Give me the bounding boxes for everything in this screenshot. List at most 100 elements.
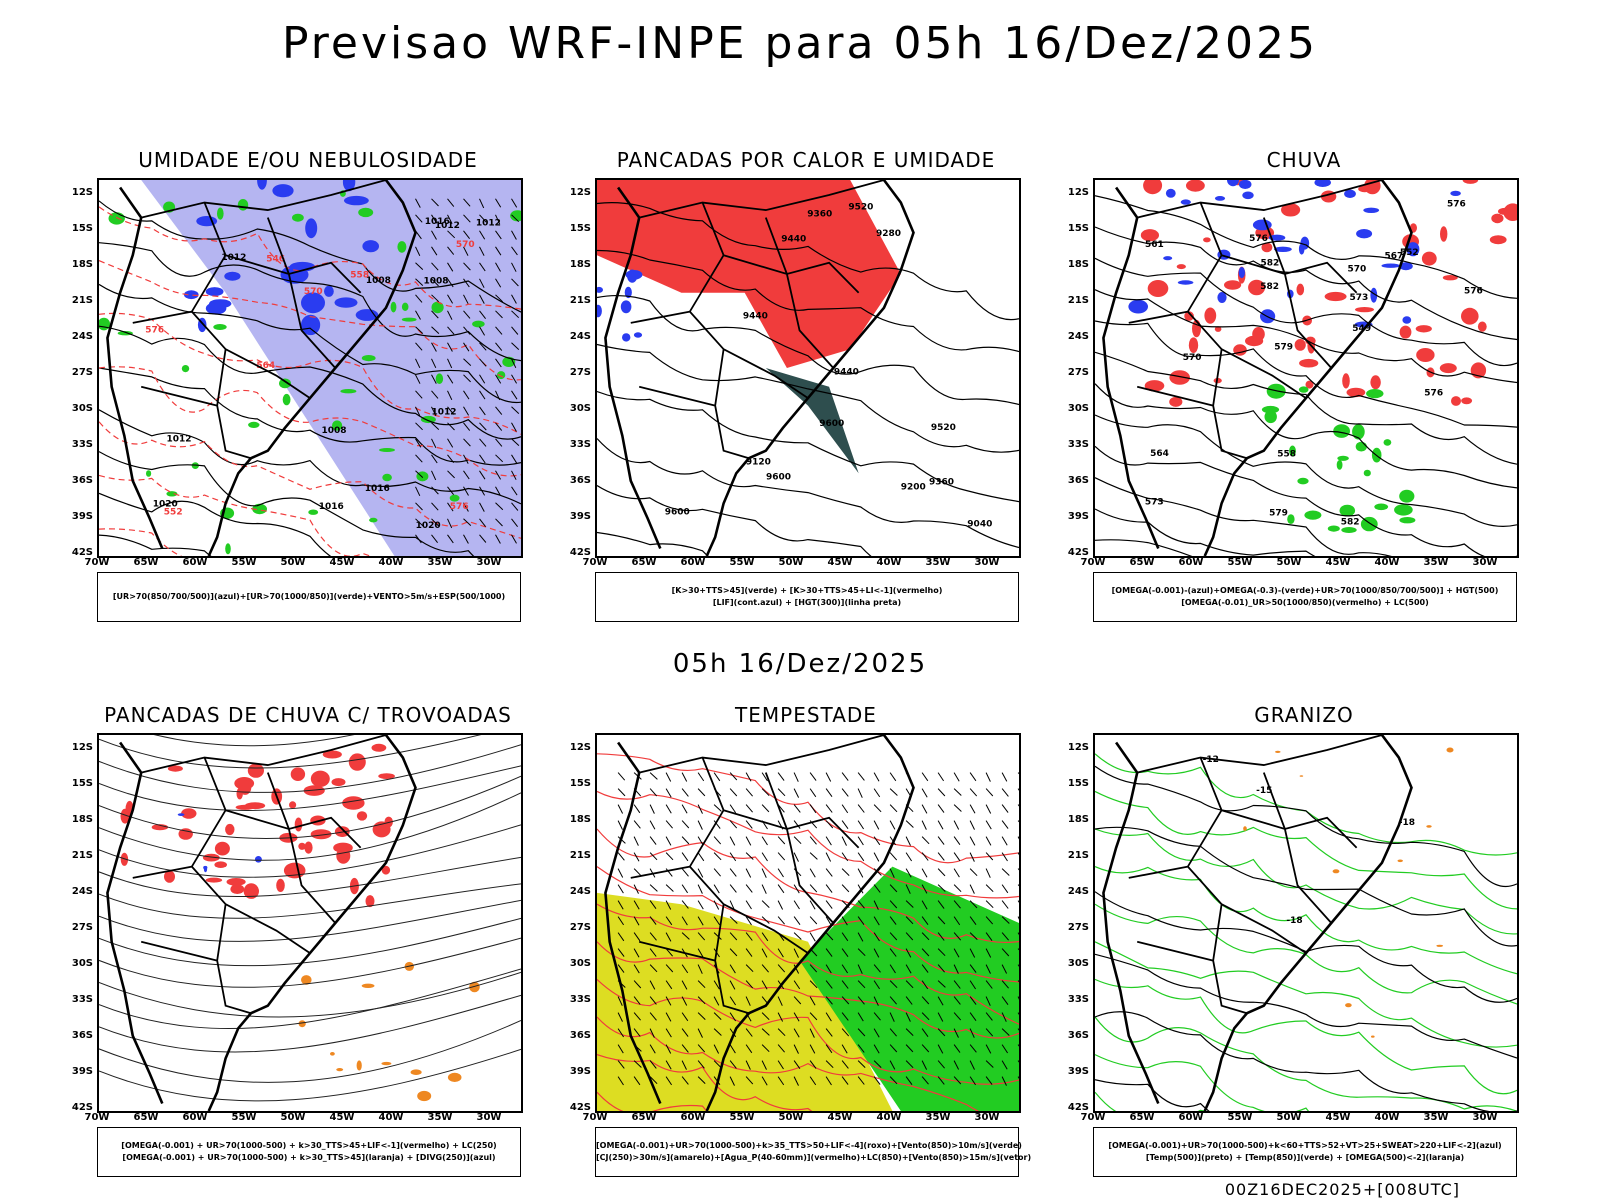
contour-label: 552 bbox=[164, 507, 183, 517]
country-borders bbox=[631, 180, 884, 458]
latitude-tick-label: 15S bbox=[1067, 223, 1089, 234]
wind-vector bbox=[729, 772, 738, 781]
wind-vector bbox=[745, 1028, 753, 1037]
shaded-area bbox=[310, 829, 332, 840]
wind-vector bbox=[665, 900, 672, 910]
wind-vector bbox=[953, 1044, 961, 1053]
wind-vector bbox=[985, 788, 994, 797]
wind-vector bbox=[617, 916, 625, 926]
wind-vector bbox=[825, 964, 832, 974]
contour-label: 582 bbox=[1261, 259, 1280, 269]
wind-vector bbox=[729, 980, 736, 990]
wind-vector bbox=[479, 230, 486, 240]
wind-vector bbox=[857, 852, 865, 862]
wind-vector bbox=[889, 1012, 895, 1022]
shaded-area bbox=[292, 213, 304, 222]
panel-title: CHUVA bbox=[1266, 148, 1342, 172]
wind-vector bbox=[809, 916, 818, 925]
latitude-tick-label: 42S bbox=[1067, 1102, 1089, 1113]
panel-legend: [OMEGA(-0.001)+UR>70(1000-500)+k>35_TTS>… bbox=[595, 1127, 1031, 1177]
wind-vector bbox=[681, 1028, 689, 1037]
wind-vector bbox=[617, 996, 623, 1006]
country-borders bbox=[1129, 735, 1382, 1013]
wind-vector bbox=[431, 438, 437, 449]
wind-vector bbox=[841, 1028, 850, 1037]
wind-vector bbox=[921, 996, 930, 1005]
wind-vector bbox=[617, 1060, 625, 1069]
wind-vector bbox=[953, 964, 959, 974]
wind-vector bbox=[463, 230, 470, 240]
wind-vector bbox=[447, 486, 454, 496]
shaded-area bbox=[301, 292, 325, 314]
wind-vector bbox=[697, 1076, 706, 1084]
country-borders bbox=[1129, 180, 1382, 458]
shaded-area bbox=[324, 285, 334, 297]
wind-vector bbox=[511, 310, 520, 319]
wind-vector bbox=[905, 820, 914, 828]
wind850-area bbox=[799, 866, 1019, 1111]
contour-label: 9360 bbox=[807, 210, 832, 220]
legend-text: [OMEGA(-0.001)+UR>70(1000-500)+k<60+TTS>… bbox=[1108, 1141, 1502, 1150]
wind-vector bbox=[1017, 820, 1019, 823]
contour-label: -18 bbox=[1399, 818, 1415, 828]
wind-vector bbox=[495, 342, 503, 351]
legend-text: [OMEGA(-0.001) + UR>70(1000-500) + k>30_… bbox=[122, 1153, 496, 1162]
longitude-tick-label: 35W bbox=[427, 1112, 453, 1123]
streamline bbox=[99, 994, 521, 1053]
shaded-area bbox=[336, 1068, 344, 1072]
wind-vector bbox=[665, 852, 674, 861]
contour-line bbox=[99, 260, 521, 381]
wind-vector bbox=[745, 1044, 753, 1054]
contour-label: 9040 bbox=[967, 520, 992, 530]
wind-vector bbox=[985, 820, 992, 830]
wind-vector bbox=[511, 214, 520, 223]
wind-vector bbox=[745, 772, 752, 782]
shaded-area bbox=[252, 503, 267, 515]
wind-vector bbox=[1017, 788, 1019, 791]
wind-vector bbox=[447, 502, 454, 512]
wind-vector bbox=[969, 804, 976, 814]
wind-vector bbox=[745, 932, 753, 941]
shaded-area bbox=[1275, 750, 1281, 753]
wind-vector bbox=[665, 964, 674, 973]
latitude-tick-label: 39S bbox=[569, 511, 591, 522]
longitude-tick-label: 50W bbox=[778, 557, 804, 568]
wind-vector bbox=[793, 964, 800, 974]
wind-vector bbox=[479, 294, 485, 304]
wind-vector bbox=[1001, 916, 1010, 924]
wind-vector bbox=[511, 198, 518, 208]
wind-vector bbox=[905, 1076, 913, 1085]
wind-vector bbox=[415, 438, 422, 448]
wind-vector bbox=[1001, 804, 1009, 813]
wind-vector bbox=[889, 820, 896, 830]
wind-vector bbox=[905, 900, 914, 908]
shaded-area bbox=[1446, 747, 1454, 753]
shaded-area bbox=[365, 895, 375, 908]
shaded-area bbox=[401, 302, 409, 311]
wind-vector bbox=[431, 198, 439, 207]
longitude-tick-label: 40W bbox=[1374, 557, 1400, 568]
wind-vector bbox=[479, 278, 485, 288]
wind-vector bbox=[681, 804, 688, 814]
wind-vector bbox=[479, 326, 486, 336]
wind-vector bbox=[511, 342, 520, 350]
wind-vector bbox=[697, 948, 704, 958]
wind-vector bbox=[905, 868, 912, 878]
contour-line bbox=[1095, 477, 1392, 556]
longitude-tick-label: 50W bbox=[778, 1112, 804, 1123]
shaded-area bbox=[1337, 455, 1349, 461]
wind-vector bbox=[511, 470, 517, 480]
wind-vector bbox=[495, 534, 501, 544]
contour-label: 576 bbox=[450, 502, 469, 512]
wind-vector bbox=[873, 804, 882, 813]
streamline bbox=[99, 856, 521, 897]
shaded-area bbox=[390, 301, 397, 313]
contour-line bbox=[1095, 826, 1517, 947]
wind-vector bbox=[463, 422, 471, 431]
wind-vector bbox=[495, 454, 504, 463]
latitude-tick-label: 21S bbox=[71, 850, 93, 861]
shaded-area bbox=[431, 301, 444, 314]
shaded-area bbox=[289, 801, 297, 809]
shaded-area bbox=[310, 770, 330, 787]
contour-label: 9600 bbox=[665, 507, 690, 517]
